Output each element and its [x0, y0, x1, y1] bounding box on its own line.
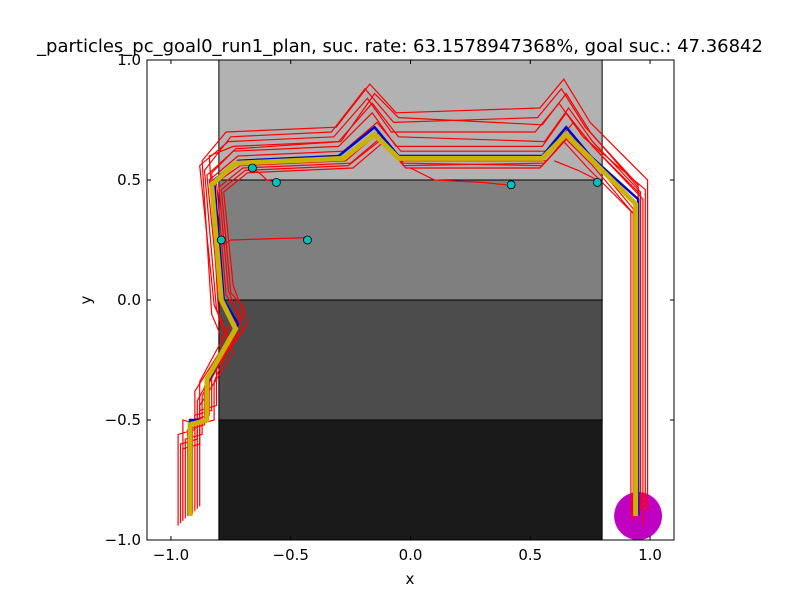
particle-end-point — [247, 163, 257, 173]
particle-path-10 — [182, 102, 642, 521]
chart-title: _particles_pc_goal0_run1_plan, suc. rate… — [36, 36, 763, 57]
y-tick-label: −0.5 — [105, 411, 141, 429]
y-tick-label: −1.0 — [105, 531, 141, 549]
band-upper-mid — [218, 179, 603, 301]
y-axis-label: y — [77, 295, 95, 304]
particle-end-point — [303, 235, 312, 245]
x-axis: −1.0 −0.5 0.0 0.5 1.0 — [153, 60, 662, 564]
band-lower-mid — [218, 299, 603, 421]
particle-path-5 — [199, 140, 632, 516]
partial-path-4 — [553, 160, 598, 181]
particle-end-point — [506, 180, 516, 190]
partial-path-3 — [252, 167, 277, 183]
y-tick-label: 0.5 — [117, 171, 141, 189]
particle-end-point — [216, 235, 226, 245]
partial-path-2 — [410, 167, 507, 186]
mean-path — [187, 130, 639, 516]
y-tick-label: 1.0 — [117, 51, 141, 69]
x-tick-label: −0.5 — [273, 546, 309, 564]
x-tick-label: 0.5 — [518, 546, 542, 564]
x-tick-label: 0.0 — [399, 546, 423, 564]
x-axis-label: x — [406, 570, 415, 588]
plot-area — [146, 59, 675, 541]
x-tick-label: 1.0 — [638, 546, 662, 564]
y-tick-label: 0.0 — [117, 291, 141, 309]
plot-content — [177, 78, 663, 540]
y-axis: −1.0 −0.5 0.0 0.5 1.0 — [105, 51, 674, 549]
band-bottom — [218, 419, 603, 541]
particle-path-3 — [177, 97, 646, 526]
particle-path-9 — [196, 138, 634, 514]
x-tick-label: −1.0 — [153, 546, 189, 564]
particle-end-point — [271, 177, 281, 187]
particle-end-point — [592, 177, 602, 187]
particle-path-6 — [184, 87, 639, 519]
